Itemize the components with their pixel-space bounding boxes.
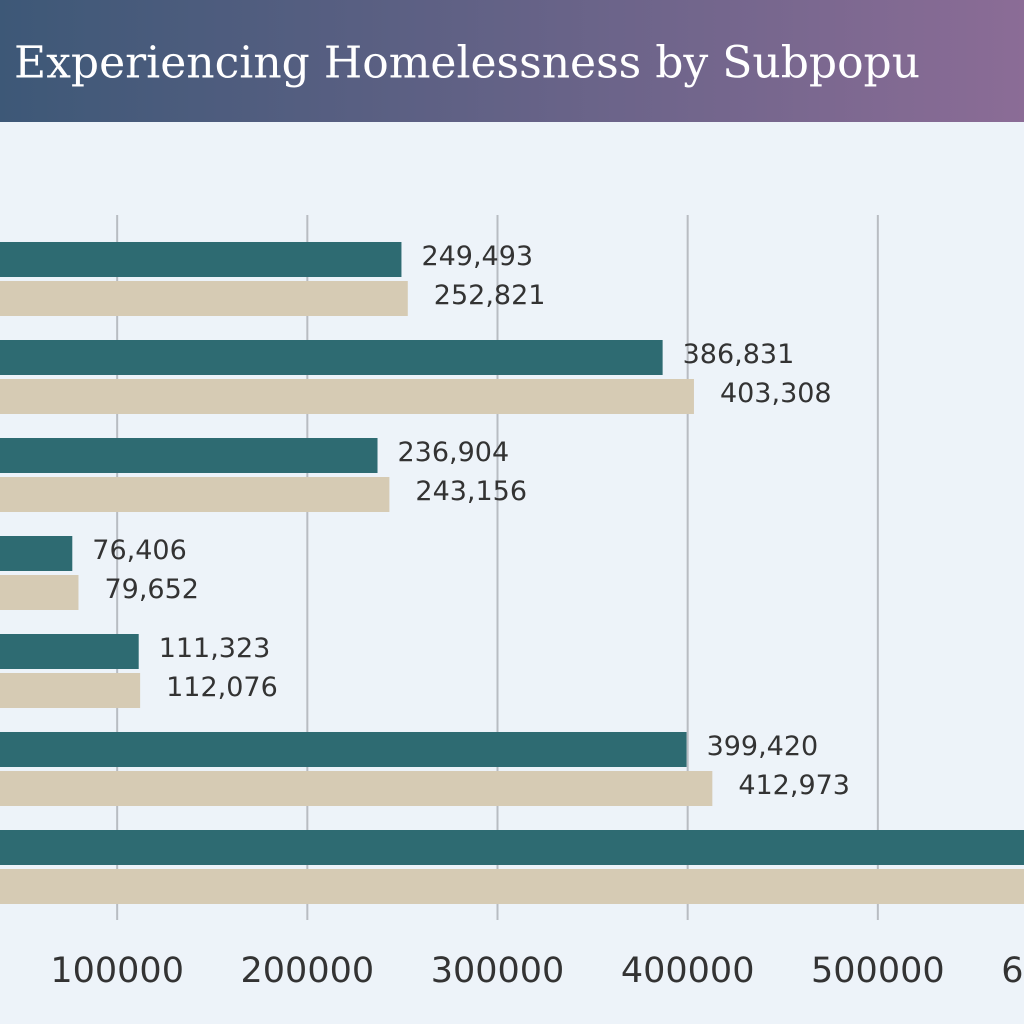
value-label: 252,821 xyxy=(434,280,546,311)
bar xyxy=(0,536,73,571)
title-banner xyxy=(0,0,1024,122)
value-label: 243,156 xyxy=(415,476,527,507)
value-label: 112,076 xyxy=(166,672,278,703)
bar xyxy=(0,830,1024,865)
bar xyxy=(0,869,1024,904)
bar xyxy=(0,771,713,806)
bar xyxy=(0,281,408,316)
bar xyxy=(0,379,694,414)
x-tick-label: 600000 xyxy=(1001,951,1024,991)
x-tick-label: 400000 xyxy=(621,951,755,991)
x-tick-label: 100000 xyxy=(50,951,184,991)
value-label: 76,406 xyxy=(92,535,186,566)
value-label: 386,831 xyxy=(683,339,795,370)
value-label: 403,308 xyxy=(720,378,832,409)
value-label: 249,493 xyxy=(421,241,533,272)
bar xyxy=(0,575,79,610)
bar xyxy=(0,673,141,708)
value-label: 111,323 xyxy=(159,633,271,664)
value-label: 236,904 xyxy=(398,437,510,468)
value-label: 412,973 xyxy=(738,770,850,801)
bar xyxy=(0,732,687,767)
value-label: 79,652 xyxy=(104,574,198,605)
x-tick-label: 500000 xyxy=(811,951,945,991)
chart-title: Experiencing Homelessness by Subpopu xyxy=(14,38,920,89)
bar xyxy=(0,340,663,375)
bar xyxy=(0,634,139,669)
x-tick-label: 200000 xyxy=(241,951,375,991)
bar xyxy=(0,242,402,277)
bar xyxy=(0,438,378,473)
bar xyxy=(0,477,390,512)
x-tick-label: 300000 xyxy=(431,951,565,991)
value-label: 399,420 xyxy=(707,731,819,762)
